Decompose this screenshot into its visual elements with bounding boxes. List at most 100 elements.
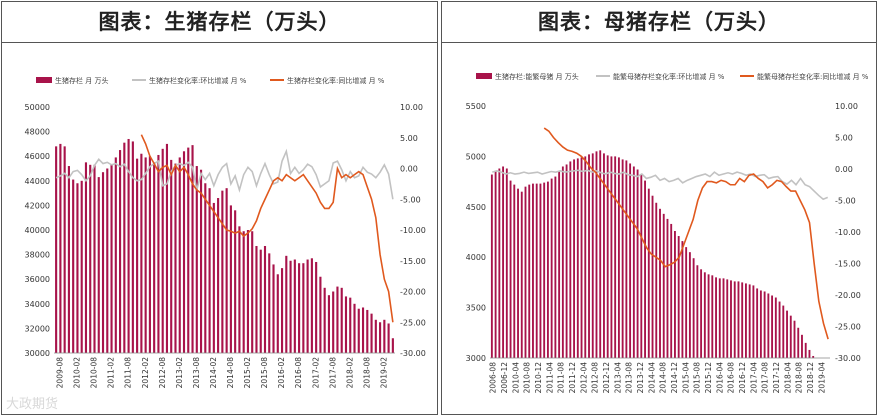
inventory-bar bbox=[101, 172, 105, 353]
inventory-bar bbox=[272, 264, 275, 353]
inventory-bar bbox=[666, 218, 669, 358]
x-tick-label: 2015-08 bbox=[693, 362, 702, 394]
inventory-bar bbox=[692, 258, 695, 358]
inventory-bar bbox=[357, 308, 360, 353]
inventory-bar bbox=[528, 184, 531, 358]
inventory-bar bbox=[550, 178, 553, 358]
inventory-bar bbox=[268, 253, 271, 353]
inventory-bar bbox=[539, 183, 542, 358]
x-tick-label: 2011-04 bbox=[545, 362, 554, 394]
y-right-tick-label: -20.00 bbox=[835, 291, 861, 300]
y-right-tick-label: -5.00 bbox=[400, 195, 421, 204]
x-tick-label: 2014-02 bbox=[209, 357, 218, 389]
inventory-bar bbox=[140, 153, 143, 353]
x-tick-label: 2013-04 bbox=[613, 362, 622, 394]
inventory-bar bbox=[685, 247, 688, 358]
inventory-bar bbox=[170, 159, 173, 353]
x-tick-label: 2012-08 bbox=[158, 357, 167, 389]
x-tick-label: 2019-04 bbox=[817, 362, 826, 394]
x-tick-label: 2018-02 bbox=[345, 357, 354, 389]
chart-title: 图表：生猪存栏（万头） bbox=[2, 2, 437, 43]
legend-label-bar: 生猪存栏:能繁母猪 月 万头 bbox=[495, 72, 579, 81]
inventory-bar bbox=[610, 156, 613, 358]
inventory-bar bbox=[774, 297, 777, 358]
inventory-bar bbox=[520, 191, 523, 358]
inventory-bar bbox=[217, 198, 220, 353]
x-tick-label: 2011-02 bbox=[107, 357, 116, 389]
inventory-bar bbox=[793, 320, 796, 358]
x-tick-label: 2013-08 bbox=[625, 362, 634, 394]
chart-title: 图表：母猪存栏（万头） bbox=[442, 2, 876, 43]
inventory-bar bbox=[174, 163, 177, 353]
y-left-tick-label: 3500 bbox=[466, 304, 486, 313]
y-right-tick-label: -15.00 bbox=[835, 260, 861, 269]
inventory-bar bbox=[191, 145, 194, 353]
inventory-bar bbox=[153, 162, 156, 353]
inventory-bar bbox=[182, 151, 186, 353]
inventory-bar bbox=[387, 323, 390, 353]
y-left-tick-label: 4500 bbox=[466, 203, 486, 212]
inventory-bar bbox=[498, 168, 501, 358]
inventory-bar bbox=[374, 319, 377, 353]
inventory-bar bbox=[366, 309, 369, 353]
inventory-bar bbox=[509, 180, 512, 358]
sow-inventory-chart: 生猪存栏:能繁母猪 月 万头 能繁母猪存栏变化率:环比增减 月 % 能繁母猪存栏变化… bbox=[466, 72, 869, 394]
x-tick-label: 2017-12 bbox=[772, 362, 781, 394]
inventory-bar bbox=[259, 249, 262, 353]
x-tick-label: 2010-08 bbox=[90, 357, 99, 389]
inventory-bar bbox=[599, 150, 602, 358]
x-tick-label: 2015-04 bbox=[681, 362, 690, 394]
y-left-tick-label: 46000 bbox=[25, 152, 50, 161]
inventory-bar bbox=[767, 293, 770, 358]
x-tick-label: 2014-08 bbox=[226, 357, 235, 389]
inventory-bar bbox=[588, 154, 590, 358]
inventory-bar bbox=[741, 282, 744, 358]
inventory-bar bbox=[293, 259, 296, 353]
x-tick-label: 2012-02 bbox=[141, 357, 150, 389]
x-tick-label: 2018-12 bbox=[806, 362, 815, 394]
x-tick-label: 2018-04 bbox=[783, 362, 792, 394]
x-tick-label: 2018-08 bbox=[795, 362, 804, 394]
x-tick-label: 2010-02 bbox=[73, 357, 82, 389]
x-tick-label: 2018-08 bbox=[362, 357, 371, 389]
inventory-bar bbox=[502, 166, 505, 358]
inventory-bar bbox=[655, 202, 658, 358]
inventory-bar bbox=[778, 301, 781, 358]
inventory-bar bbox=[212, 202, 215, 353]
x-tick-label: 2006-12 bbox=[500, 362, 509, 394]
x-tick-label: 2015-02 bbox=[243, 357, 252, 389]
x-tick-label: 2016-08 bbox=[727, 362, 736, 394]
inventory-bar bbox=[756, 288, 759, 358]
inventory-bar bbox=[110, 164, 113, 353]
inventory-bar bbox=[391, 338, 394, 353]
inventory-bar bbox=[617, 157, 620, 358]
inventory-bar bbox=[558, 171, 561, 358]
inventory-bar bbox=[573, 159, 575, 358]
series-line-mom-change bbox=[492, 169, 829, 201]
inventory-bar bbox=[647, 188, 650, 358]
inventory-bar bbox=[674, 230, 676, 358]
inventory-bar bbox=[759, 290, 762, 358]
y-left-tick-label: 32000 bbox=[25, 324, 50, 333]
x-tick-label: 2017-08 bbox=[761, 362, 770, 394]
inventory-bar bbox=[733, 281, 736, 358]
inventory-bar bbox=[148, 156, 151, 353]
inventory-bar bbox=[383, 319, 386, 353]
inventory-bar bbox=[782, 305, 785, 358]
inventory-bar bbox=[84, 162, 88, 353]
y-left-tick-label: 5500 bbox=[466, 102, 486, 111]
y-left-tick-label: 38000 bbox=[25, 251, 50, 260]
inventory-bar bbox=[595, 151, 598, 358]
inventory-bar bbox=[659, 208, 661, 358]
y-left-tick-label: 42000 bbox=[25, 201, 50, 210]
inventory-bar bbox=[97, 177, 100, 353]
y-right-tick-label: 5.00 bbox=[400, 134, 418, 143]
x-tick-label: 2016-04 bbox=[715, 362, 724, 394]
inventory-bar bbox=[379, 322, 382, 353]
inventory-bar bbox=[546, 181, 549, 358]
inventory-bar bbox=[614, 156, 617, 358]
inventory-bar bbox=[625, 160, 628, 358]
inventory-bar bbox=[576, 158, 579, 358]
y-right-tick-label: -25.00 bbox=[835, 323, 861, 332]
inventory-bar bbox=[603, 153, 605, 358]
